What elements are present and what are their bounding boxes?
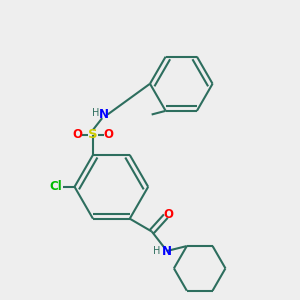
Text: O: O — [103, 128, 113, 141]
Text: Cl: Cl — [50, 180, 62, 193]
Text: O: O — [164, 208, 174, 221]
Text: H: H — [92, 108, 100, 118]
Text: N: N — [99, 108, 109, 121]
Text: N: N — [162, 244, 172, 258]
Text: O: O — [73, 128, 82, 141]
Text: S: S — [88, 128, 98, 141]
Text: H: H — [153, 246, 160, 256]
